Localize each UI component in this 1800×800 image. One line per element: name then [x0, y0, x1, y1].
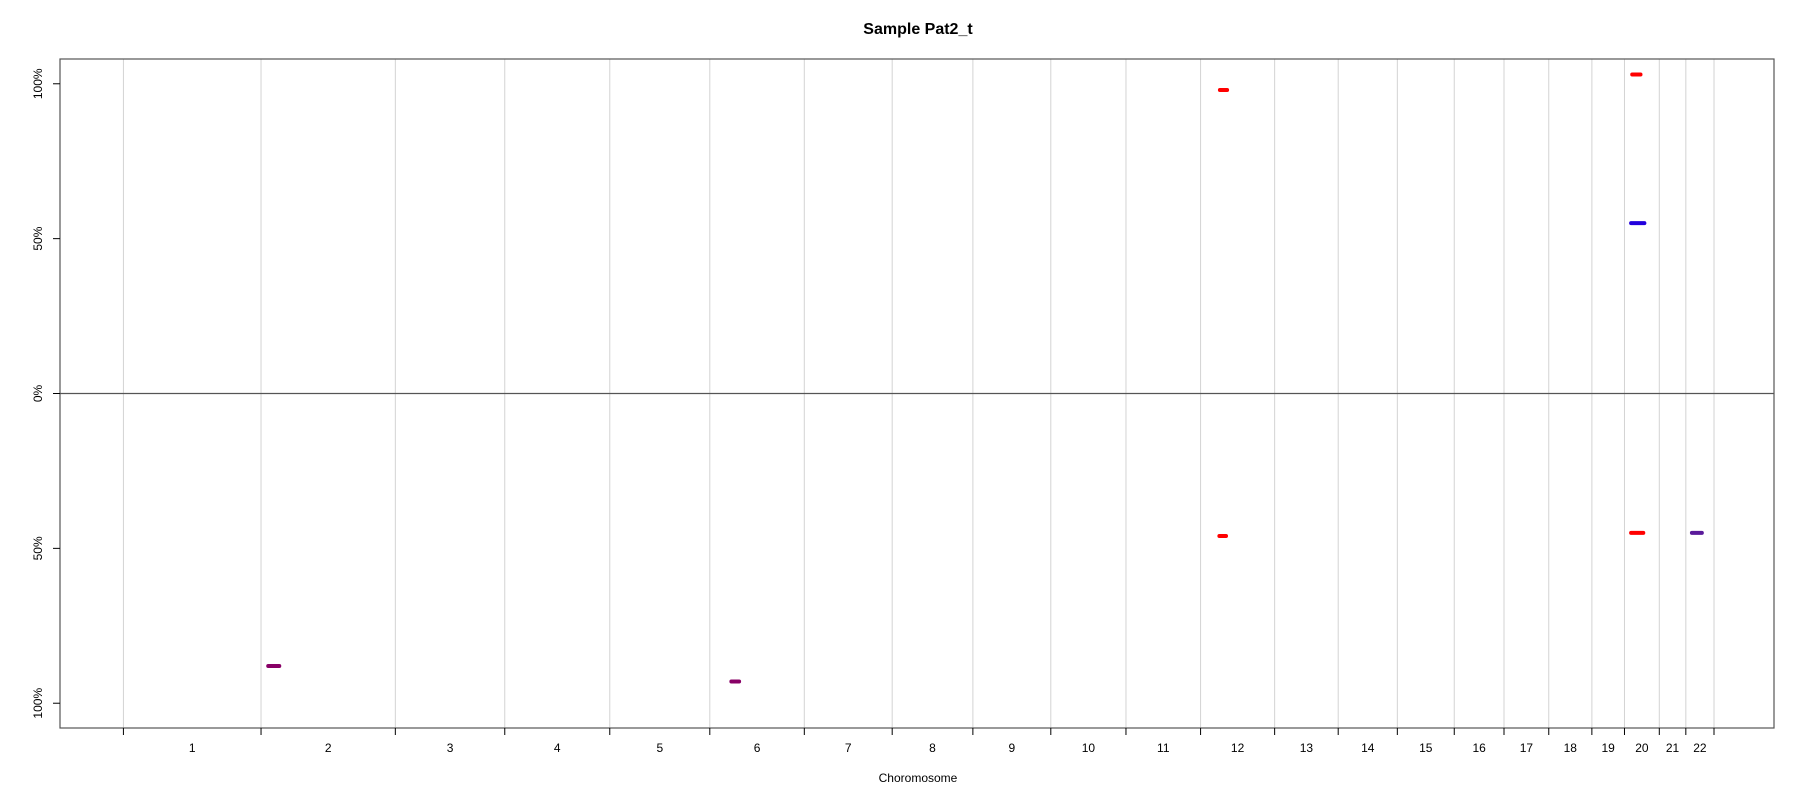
x-tick-label: 10 — [1082, 741, 1096, 755]
x-tick-label: 3 — [447, 741, 454, 755]
x-tick-label: 5 — [656, 741, 663, 755]
x-tick-label: 14 — [1361, 741, 1375, 755]
x-tick-label: 18 — [1564, 741, 1578, 755]
x-tick-label: 1 — [189, 741, 196, 755]
y-tick-label: 100% — [31, 688, 45, 719]
x-tick-label: 7 — [845, 741, 852, 755]
y-tick-label: 0% — [31, 384, 45, 402]
x-tick-label: 6 — [754, 741, 761, 755]
y-tick-label: 50% — [31, 536, 45, 560]
x-tick-label: 11 — [1157, 741, 1170, 755]
x-tick-label: 15 — [1419, 741, 1433, 755]
x-axis-label: Choromosome — [879, 771, 958, 785]
x-tick-label: 21 — [1666, 741, 1680, 755]
x-tick-label: 17 — [1520, 741, 1534, 755]
y-ticks: 100% 50% 0% 50% 100% — [31, 68, 60, 719]
x-tick-label: 8 — [929, 741, 936, 755]
x-tick-label: 12 — [1231, 741, 1245, 755]
x-tick-label: 19 — [1601, 741, 1615, 755]
x-tick-label: 20 — [1635, 741, 1649, 755]
x-tick-label: 2 — [325, 741, 332, 755]
x-tick-label: 22 — [1693, 741, 1707, 755]
chart-title: Sample Pat2_t — [863, 21, 973, 38]
y-tick-label: 100% — [31, 68, 45, 99]
segments-layer — [266, 72, 1704, 684]
x-ticks: 1 2 3 4 5 6 7 8 9 10 11 12 13 14 15 16 17 18 19 20 21 22 — [122, 728, 1715, 755]
x-tick-label: 16 — [1472, 741, 1486, 755]
x-tick-label: 9 — [1008, 741, 1015, 755]
x-tick-label: 13 — [1300, 741, 1314, 755]
y-tick-label: 50% — [31, 226, 45, 250]
x-tick-label: 4 — [554, 741, 561, 755]
